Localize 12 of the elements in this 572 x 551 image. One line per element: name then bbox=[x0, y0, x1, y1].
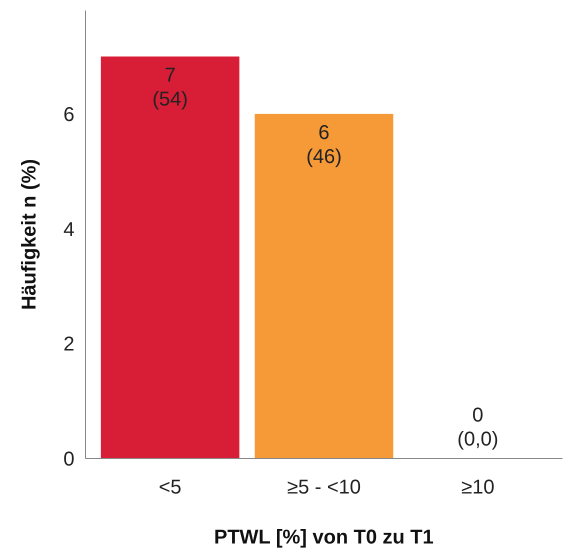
x-tick-label: <5 bbox=[158, 476, 182, 498]
y-tick-label: 2 bbox=[63, 334, 74, 356]
data-label: 7 (54) bbox=[152, 64, 188, 111]
y-tick-label: 0 bbox=[63, 448, 74, 470]
x-axis-title: PTWL [%] von T0 zu T1 bbox=[214, 526, 434, 548]
data-label: 0 (0,0) bbox=[457, 404, 498, 450]
x-tick-label: ≥10 bbox=[461, 476, 494, 498]
y-tick-label: 6 bbox=[63, 104, 74, 126]
y-tick-label: 4 bbox=[63, 218, 74, 241]
x-tick-label: ≥5 - <10 bbox=[287, 476, 361, 498]
y-axis-title: Häufigkeit n (%) bbox=[18, 158, 40, 310]
data-label: 6 (46) bbox=[306, 122, 342, 168]
